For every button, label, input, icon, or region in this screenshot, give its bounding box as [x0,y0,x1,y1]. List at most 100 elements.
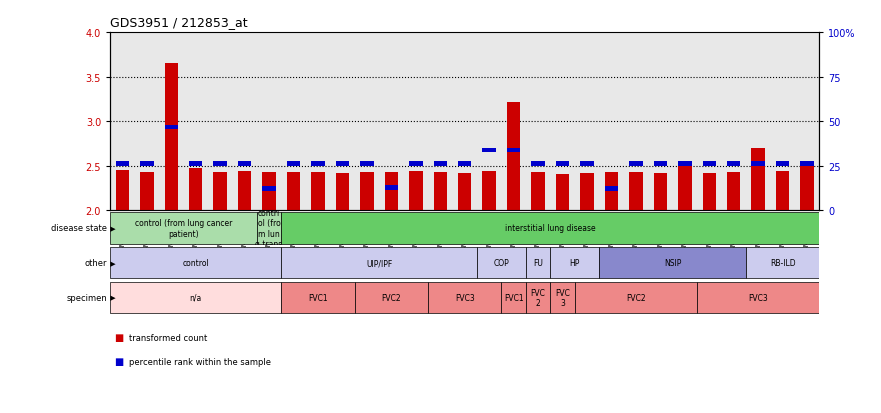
Bar [751,162,765,166]
Bar [556,162,569,166]
Text: NSIP: NSIP [664,259,681,268]
Bar [526,247,551,279]
Bar [355,282,428,313]
Text: ▶: ▶ [108,295,116,301]
Text: FVC2: FVC2 [626,293,646,302]
Bar [433,173,447,211]
Text: disease state: disease state [51,224,107,233]
Bar [746,247,819,279]
Bar [165,64,178,211]
Bar [507,148,521,153]
Bar [629,173,642,211]
Bar [574,282,697,313]
Text: FVC2: FVC2 [381,293,401,302]
Bar [531,162,544,166]
Text: interstitial lung disease: interstitial lung disease [505,224,596,233]
Bar [115,162,130,166]
Bar [654,173,667,211]
Bar [458,162,471,166]
Bar [507,102,521,211]
Bar [360,162,374,166]
Bar [751,148,765,211]
Text: GDS3951 / 212853_at: GDS3951 / 212853_at [110,16,248,29]
Text: control: control [182,259,209,268]
Bar [409,162,423,166]
Bar [281,282,355,313]
Text: percentile rank within the sample: percentile rank within the sample [129,357,270,366]
Bar [678,162,692,211]
Bar [428,282,501,313]
Bar [110,282,281,313]
Bar [287,162,300,166]
Bar [287,173,300,211]
Text: specimen: specimen [67,293,107,302]
Bar [281,247,477,279]
Bar [483,171,496,211]
Text: FVC
3: FVC 3 [555,288,570,307]
Text: contrl
ol (fro
m lun
g trans: contrl ol (fro m lun g trans [255,208,283,249]
Text: control (from lung cancer
patient): control (from lung cancer patient) [135,219,233,238]
Bar [556,174,569,211]
Text: transformed count: transformed count [129,333,207,342]
Text: FU: FU [533,259,543,268]
Bar [336,162,349,166]
Bar [697,282,819,313]
Bar [702,173,716,211]
Bar [311,162,325,166]
Bar [360,173,374,211]
Bar [727,162,740,166]
Bar [433,162,447,166]
Bar [213,162,227,166]
Bar [213,173,227,211]
Bar [311,173,325,211]
Bar [115,171,130,211]
Bar [238,171,251,211]
Bar [727,173,740,211]
Bar [458,173,471,211]
Bar [800,162,814,166]
Bar [526,282,551,313]
Text: other: other [85,259,107,268]
Text: COP: COP [493,259,509,268]
Text: UIP/IPF: UIP/IPF [366,259,392,268]
Text: n/a: n/a [189,293,202,302]
Bar [263,173,276,211]
Bar [189,162,203,166]
Bar [140,162,153,166]
Bar [281,213,819,244]
Bar [140,173,153,211]
Text: FVC
2: FVC 2 [530,288,545,307]
Bar [189,169,203,211]
Bar [501,282,526,313]
Text: RB-ILD: RB-ILD [770,259,796,268]
Text: ■: ■ [115,332,123,342]
Bar [551,282,574,313]
Bar [702,162,716,166]
Bar [581,173,594,211]
Bar [385,173,398,211]
Text: ▶: ▶ [108,225,116,231]
Bar [776,162,789,166]
Bar [654,162,667,166]
Text: ▶: ▶ [108,260,116,266]
Bar [110,247,281,279]
Bar [599,247,746,279]
Bar [551,247,599,279]
Bar [800,166,814,211]
Bar [604,173,618,211]
Bar [409,171,423,211]
Bar [776,171,789,211]
Bar [477,247,526,279]
Bar [604,187,618,191]
Text: HP: HP [570,259,580,268]
Bar [238,162,251,166]
Text: FVC1: FVC1 [308,293,328,302]
Text: ■: ■ [115,356,123,366]
Bar [257,213,281,244]
Bar [678,162,692,166]
Bar [165,126,178,130]
Bar [531,173,544,211]
Bar [581,162,594,166]
Text: FVC3: FVC3 [455,293,475,302]
Bar [483,148,496,153]
